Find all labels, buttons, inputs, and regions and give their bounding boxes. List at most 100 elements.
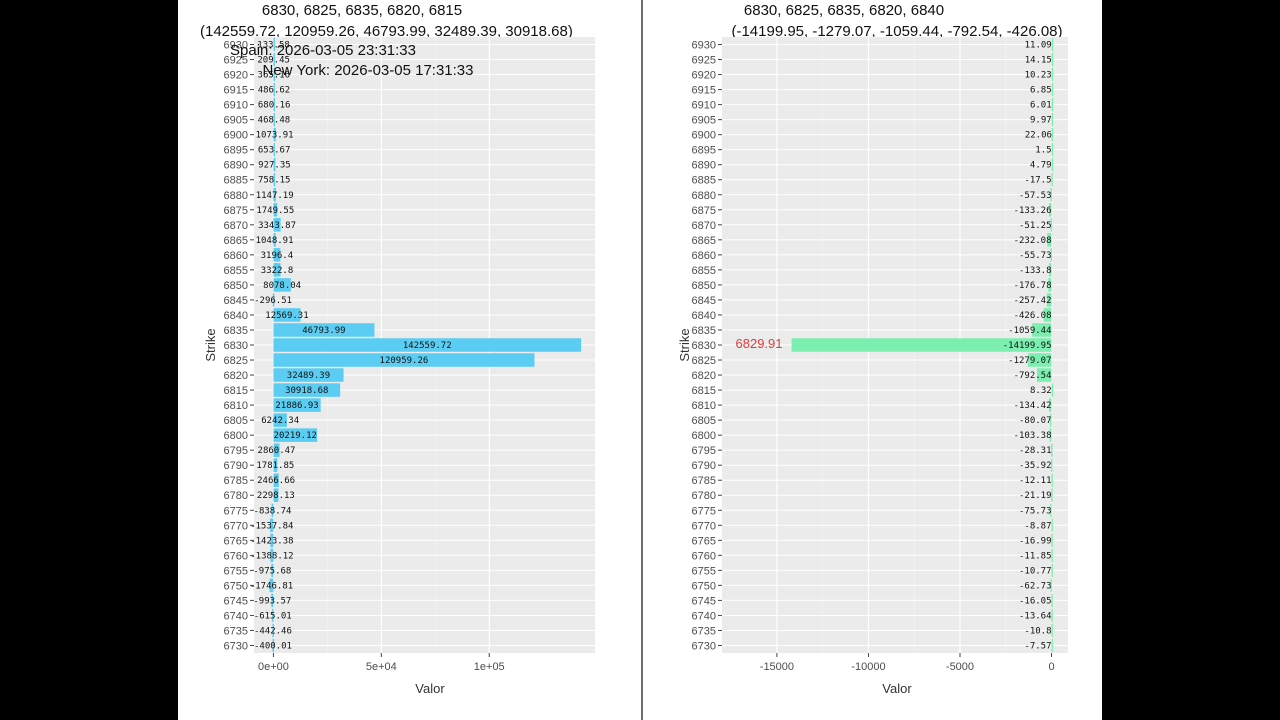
bar <box>1051 623 1053 638</box>
y-axis-label: Strike <box>677 328 692 361</box>
y-tick-label: 6775 <box>224 505 248 517</box>
data-label: -426.08 <box>1014 311 1052 321</box>
bar <box>1047 233 1052 247</box>
data-label: -21.19 <box>1019 491 1052 501</box>
data-label: 14.15 <box>1025 56 1052 66</box>
bar <box>1050 187 1052 202</box>
bar <box>273 398 321 412</box>
bar <box>273 82 275 97</box>
bar <box>1050 458 1053 472</box>
bar <box>271 563 274 578</box>
bar <box>273 172 276 187</box>
data-label: -35.92 <box>1019 461 1052 471</box>
y-tick-label: 6810 <box>692 400 716 412</box>
bar <box>273 473 279 487</box>
y-tick-label: 6740 <box>692 610 716 622</box>
bar <box>273 368 344 382</box>
data-label: -257.42 <box>1014 296 1052 306</box>
bar <box>273 52 275 67</box>
data-label: -993.57 <box>253 596 291 606</box>
y-tick-label: 6900 <box>224 130 248 142</box>
bar <box>272 623 274 638</box>
y-tick-label: 6930 <box>692 40 716 52</box>
data-label: -296.51 <box>254 296 292 306</box>
y-tick-label: 6885 <box>692 175 716 187</box>
data-label: -615.01 <box>254 611 292 621</box>
bar <box>1049 428 1052 442</box>
data-label: -975.68 <box>253 566 291 576</box>
y-tick-label: 6875 <box>692 205 716 217</box>
bar <box>1051 443 1053 457</box>
y-tick-label: 6835 <box>692 325 716 337</box>
x-axis-label: Valor <box>882 681 912 696</box>
data-label: 2860.47 <box>258 446 296 456</box>
data-label: 3196.4 <box>261 251 294 261</box>
bar <box>273 263 281 277</box>
data-label: 209.45 <box>257 56 290 66</box>
bar <box>273 458 278 472</box>
y-tick-label: 6850 <box>224 280 248 292</box>
data-label: 468.48 <box>258 116 291 126</box>
y-tick-label: 6930 <box>224 40 248 52</box>
y-tick-label: 6830 <box>224 340 248 352</box>
bar <box>273 353 535 367</box>
bar <box>1049 263 1052 277</box>
y-tick-label: 6815 <box>224 385 248 397</box>
bar <box>1032 323 1052 337</box>
data-label: -1423.38 <box>250 536 293 546</box>
data-label: -838.74 <box>254 506 292 516</box>
bar <box>1050 248 1053 262</box>
y-tick-label: 6780 <box>224 490 248 502</box>
data-label: -17.5 <box>1024 176 1051 186</box>
bar <box>1051 52 1054 67</box>
annotation-newyork-time: New York: 2026-03-05 17:31:33 <box>263 62 474 79</box>
bar <box>1051 172 1053 187</box>
data-label: 30918.68 <box>285 386 328 396</box>
y-tick-label: 6875 <box>224 205 248 217</box>
data-label: 6.01 <box>1030 101 1052 111</box>
bar <box>1051 157 1054 172</box>
bar <box>1051 563 1053 578</box>
bar <box>1051 112 1054 127</box>
y-tick-label: 6805 <box>224 415 248 427</box>
data-label: 4.79 <box>1030 161 1052 171</box>
y-tick-label: 6895 <box>692 145 716 157</box>
price-marker-label: 6829.91 <box>736 336 783 351</box>
data-label: 1781.85 <box>256 461 294 471</box>
y-tick-label: 6830 <box>692 340 716 352</box>
bar <box>1051 383 1054 397</box>
data-label: 8078.04 <box>263 281 301 291</box>
bar <box>273 112 275 127</box>
data-label: 12569.31 <box>265 311 308 321</box>
y-tick-label: 6910 <box>692 100 716 112</box>
y-tick-label: 6915 <box>224 85 248 97</box>
right-chart: 6830, 6825, 6835, 6820, 6840 (-14199.95,… <box>677 2 1068 696</box>
bar <box>273 67 275 82</box>
x-axis-label: Valor <box>415 681 445 696</box>
bar <box>273 338 582 352</box>
data-label: -792.54 <box>1014 371 1052 381</box>
data-label: 3322.8 <box>261 266 294 276</box>
y-tick-label: 6865 <box>692 235 716 247</box>
bar <box>1049 203 1052 217</box>
data-label: -400.01 <box>254 641 292 651</box>
data-label: -10.8 <box>1024 626 1051 636</box>
y-tick-label: 6840 <box>692 310 716 322</box>
y-tick-label: 6800 <box>224 430 248 442</box>
bar <box>270 518 274 533</box>
bar <box>1037 368 1052 382</box>
bar <box>1048 278 1052 292</box>
x-tick-label: 5e+04 <box>366 661 397 673</box>
bar <box>273 443 280 457</box>
data-label: -28.31 <box>1019 446 1052 456</box>
y-tick-label: 6825 <box>224 355 248 367</box>
y-tick-label: 6800 <box>692 430 716 442</box>
bar <box>272 638 275 653</box>
y-tick-label: 6880 <box>692 190 716 202</box>
bar <box>1051 67 1054 82</box>
data-label: 32489.39 <box>287 371 330 381</box>
data-label: -1059.44 <box>1008 326 1051 336</box>
x-tick-label: -15000 <box>760 661 794 673</box>
y-tick-label: 6925 <box>224 55 248 67</box>
data-label: 6.85 <box>1030 86 1052 96</box>
